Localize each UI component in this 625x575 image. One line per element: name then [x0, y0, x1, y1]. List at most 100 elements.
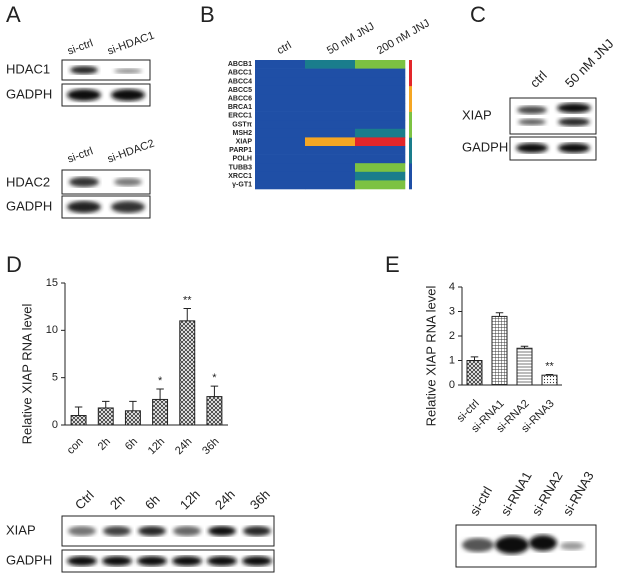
heat-cell	[255, 128, 306, 138]
row-label: POLH	[233, 156, 252, 163]
heat-cell	[305, 171, 356, 181]
error-bar	[156, 388, 164, 400]
lane-label: ctrl	[527, 68, 550, 91]
heat-cell	[355, 163, 406, 173]
panel-letter: D	[6, 252, 22, 277]
band	[67, 556, 97, 566]
heat-cell	[355, 146, 406, 155]
heat-cell	[255, 94, 306, 104]
band	[68, 526, 96, 536]
bar	[516, 347, 533, 386]
bar	[541, 374, 558, 386]
heat-cell	[305, 154, 356, 164]
lane-label: Ctrl	[72, 488, 97, 513]
y-tick-label: 15	[46, 277, 58, 289]
band	[518, 119, 546, 125]
panel-letter: C	[470, 2, 486, 27]
heat-cell	[255, 111, 306, 121]
blot	[61, 515, 275, 547]
heat-cell	[355, 171, 406, 181]
heat-cell	[305, 85, 356, 95]
significance: **	[183, 294, 192, 306]
heat-cell	[305, 128, 356, 138]
significance: *	[158, 375, 163, 387]
error-bar	[210, 385, 219, 397]
heat-cell	[255, 77, 306, 87]
x-tick-label: 6h	[123, 436, 140, 453]
band	[558, 118, 590, 126]
band	[138, 526, 166, 536]
heat-cell	[255, 171, 306, 181]
band	[462, 538, 494, 552]
band	[243, 526, 271, 536]
blot-label: GADPH	[6, 552, 52, 567]
band	[114, 68, 142, 74]
band	[516, 143, 548, 153]
bar	[124, 410, 141, 426]
blot-label: XIAP	[462, 107, 492, 122]
x-tick-label: 12h	[146, 436, 167, 457]
heat-cell	[255, 163, 306, 173]
colorbar	[409, 85, 412, 112]
band	[67, 89, 101, 101]
heat-cell	[305, 137, 356, 147]
lane-label: si-ctrl	[66, 37, 95, 57]
error-bar	[183, 308, 191, 321]
band	[172, 556, 202, 566]
row-label: TUBB3	[229, 164, 252, 171]
panel-letter: B	[200, 2, 215, 27]
heat-cell	[355, 154, 406, 164]
band	[560, 542, 584, 550]
heat-cell	[305, 111, 356, 121]
error-bar	[495, 312, 504, 317]
y-tick-label: 4	[449, 281, 455, 293]
y-tick-label: 0	[449, 379, 455, 391]
row-label: XRCC1	[228, 173, 252, 180]
column-label: 200 nM JNJ	[375, 17, 432, 57]
error-bar	[470, 356, 479, 361]
lane-label: si-HDAC1	[106, 30, 156, 58]
heat-cell	[355, 180, 406, 190]
heat-cell	[355, 120, 406, 130]
heat-cell	[255, 137, 306, 147]
error-bar	[102, 400, 110, 408]
blot-label: HDAC2	[6, 174, 50, 189]
lane-label: si-ctrl	[66, 145, 95, 165]
heat-cell	[255, 180, 306, 190]
band	[103, 526, 131, 536]
blot	[61, 549, 275, 573]
band	[137, 556, 167, 566]
significance: **	[545, 360, 554, 372]
lane-label: 36h	[247, 487, 273, 513]
y-tick-label: 10	[46, 324, 58, 336]
panel-letter: E	[385, 252, 400, 277]
error-bar	[520, 345, 529, 349]
row-label: ERCC1	[228, 113, 252, 120]
error-bar	[545, 373, 554, 376]
lane-label: 50 nM JNJ	[562, 36, 617, 91]
x-tick-label: con	[65, 436, 86, 457]
bar	[97, 407, 114, 426]
heat-cell	[255, 85, 306, 95]
row-label: XIAP	[236, 139, 253, 146]
bar	[179, 320, 196, 426]
blot	[509, 97, 597, 135]
band	[208, 526, 236, 536]
heat-cell	[255, 154, 306, 164]
bar-chart: 0 5 10 15 Relative XIAP RNA level con 2h 6h * 12h…	[19, 277, 228, 457]
colorbar	[409, 111, 412, 138]
heat-cell	[255, 120, 306, 130]
heat-cell	[355, 111, 406, 121]
heat-cell	[255, 146, 306, 155]
x-tick-label: 24h	[173, 436, 194, 457]
blot-label: XIAP	[6, 522, 36, 537]
axis	[64, 283, 228, 426]
blot-label: GADPH	[462, 139, 508, 154]
row-label: PARP1	[229, 147, 252, 154]
heat-cell	[355, 128, 406, 138]
heat-cell	[355, 68, 406, 78]
blot-label: HDAC1	[6, 61, 50, 76]
blot	[509, 136, 597, 161]
y-tick-label: 5	[52, 372, 58, 384]
